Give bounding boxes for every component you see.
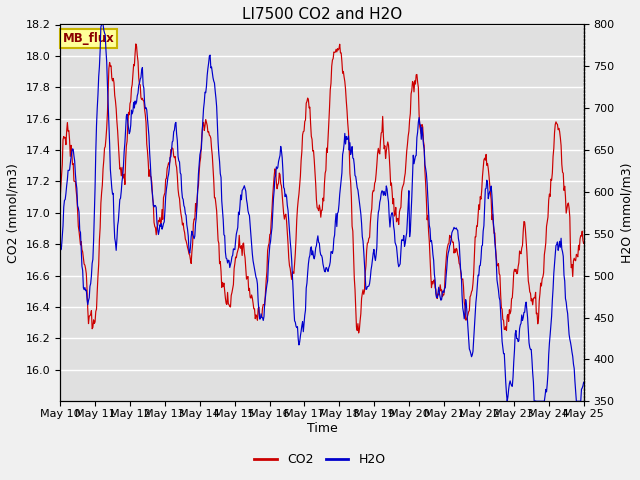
H2O xyxy=(401,240,409,246)
Y-axis label: CO2 (mmol/m3): CO2 (mmol/m3) xyxy=(7,163,20,263)
CO2 xyxy=(201,123,209,129)
CO2 xyxy=(56,197,64,203)
Title: LI7500 CO2 and H2O: LI7500 CO2 and H2O xyxy=(242,7,402,22)
Legend: CO2, H2O: CO2, H2O xyxy=(250,448,390,471)
CO2 xyxy=(120,172,127,178)
H2O xyxy=(66,167,74,173)
CO2 xyxy=(355,330,362,336)
CO2 xyxy=(387,182,394,188)
Text: MB_flux: MB_flux xyxy=(63,32,115,45)
Y-axis label: H2O (mmol/m3): H2O (mmol/m3) xyxy=(620,163,633,263)
H2O xyxy=(120,148,128,154)
CO2 xyxy=(132,41,140,47)
CO2 xyxy=(173,173,181,179)
CO2 xyxy=(402,158,410,164)
CO2 xyxy=(66,137,74,143)
Line: H2O: H2O xyxy=(60,24,584,401)
X-axis label: Time: Time xyxy=(307,421,337,435)
H2O xyxy=(386,224,394,230)
H2O xyxy=(98,22,106,27)
H2O xyxy=(580,380,588,385)
Line: CO2: CO2 xyxy=(60,44,584,333)
H2O xyxy=(503,398,511,404)
H2O xyxy=(201,89,209,95)
H2O xyxy=(56,240,64,246)
CO2 xyxy=(580,240,588,246)
H2O xyxy=(173,138,181,144)
